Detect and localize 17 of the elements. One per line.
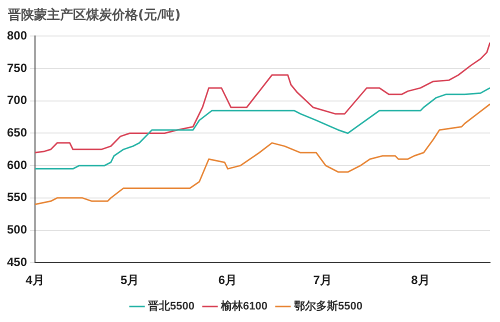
x-tick-label: 7月 — [313, 273, 332, 288]
x-tick-label: 5月 — [120, 273, 140, 288]
y-tick-label: 550 — [6, 190, 28, 204]
x-tick-label: 6月 — [218, 273, 238, 288]
y-tick-label: 450 — [6, 254, 28, 269]
y-tick-label: 750 — [6, 60, 28, 75]
x-tick-label: 4月 — [26, 273, 44, 288]
legend-label: 晋北5500 — [147, 300, 195, 313]
chart-title: 晋陕蒙主产区煤炭价格(元/吨) — [8, 6, 181, 24]
legend-label: 榆林6100 — [220, 300, 268, 313]
y-tick-label: 600 — [6, 158, 28, 172]
y-tick-label: 500 — [6, 222, 28, 237]
legend-label: 鄂尔多斯5500 — [294, 300, 362, 313]
y-tick-label: 700 — [6, 93, 28, 108]
y-tick-label: 650 — [6, 126, 28, 140]
y-tick-label: 800 — [6, 28, 28, 43]
x-tick-label: 8月 — [411, 273, 430, 288]
